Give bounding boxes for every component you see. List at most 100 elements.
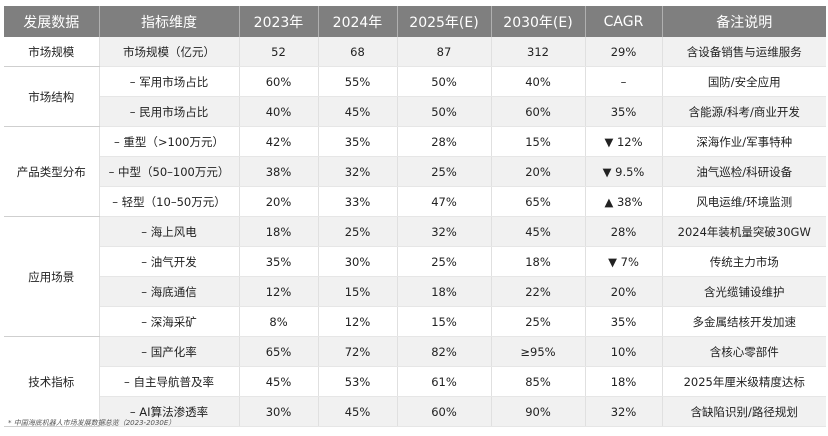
- value-2030e-cell: 60%: [491, 96, 586, 127]
- value-2025e-cell: 61%: [397, 366, 492, 397]
- value-2025e-cell: 82%: [397, 336, 492, 367]
- value-2025e-cell: 25%: [397, 156, 492, 187]
- value-2023-cell: 40%: [239, 96, 319, 127]
- value-2023-cell: 12%: [239, 276, 319, 307]
- metric-cell: – AI算法渗透率: [99, 396, 240, 427]
- value-2025e-cell: 50%: [397, 96, 492, 127]
- table-row: 产品类型分布 – 重型（>100万元） 42% 35% 28% 15% ▼ 12% 深海作业/…: [4, 126, 826, 217]
- value-2023-cell: 52: [239, 37, 319, 67]
- table-row: – 民用市场占比 40% 45% 50% 60% 35% 含能源/科考/商业开发: [4, 96, 826, 127]
- note-cell: 深海作业/军事特种: [662, 126, 826, 157]
- value-2024-cell: 30%: [318, 246, 398, 277]
- header-note: 备注说明: [662, 6, 826, 37]
- cagr-cell: 32%: [585, 396, 663, 427]
- table-row: 技术指标 – 国产化率 65% 72% 82% ≥95% 10% 含核心零部件: [4, 336, 826, 427]
- note-cell: 多金属结核开发加速: [662, 306, 826, 337]
- value-2024-cell: 45%: [318, 96, 398, 127]
- metric-cell: – 海上风电: [99, 216, 240, 247]
- header-2025e: 2025年(E): [397, 6, 492, 37]
- table-row: – 中型（50–100万元） 38% 32% 25% 20% ▼ 9.5% 油气巡检/科研设…: [4, 156, 826, 187]
- cagr-cell: ▼ 12%: [585, 126, 663, 157]
- metric-cell: – 海底通信: [99, 276, 240, 307]
- table-row: 应用场景 – 海上风电 18% 25% 32% 45% 28% 2024年装机量突破30GW: [4, 216, 826, 337]
- group-label: 市场结构: [4, 66, 100, 127]
- cagr-cell: ▼ 7%: [585, 246, 663, 277]
- note-cell: 风电运维/环境监测: [662, 186, 826, 217]
- cagr-cell: ▲ 38%: [585, 186, 663, 217]
- metric-cell: – 重型（>100万元）: [99, 126, 240, 157]
- metric-cell: – 民用市场占比: [99, 96, 240, 127]
- header-cagr: CAGR: [585, 6, 663, 37]
- value-2024-cell: 32%: [318, 156, 398, 187]
- metric-cell: – 自主导航普及率: [99, 366, 240, 397]
- note-cell: 油气巡检/科研设备: [662, 156, 826, 187]
- value-2025e-cell: 15%: [397, 306, 492, 337]
- value-2030e-cell: 85%: [491, 366, 586, 397]
- value-2023-cell: 42%: [239, 126, 319, 157]
- table-row: – 自主导航普及率 45% 53% 61% 85% 18% 2025年厘米级精度达标: [4, 366, 826, 397]
- table-row: – 轻型（10–50万元） 20% 33% 47% 65% ▲ 38% 风电运维/环境监测: [4, 186, 826, 217]
- value-2025e-cell: 87: [397, 37, 492, 67]
- header-row: 发展数据 指标维度 2023年 2024年 2025年(E) 2030年(E) …: [4, 6, 826, 37]
- value-2030e-cell: 45%: [491, 216, 586, 247]
- value-2023-cell: 65%: [239, 336, 319, 367]
- value-2023-cell: 8%: [239, 306, 319, 337]
- cagr-cell: 35%: [585, 96, 663, 127]
- metric-cell: – 国产化率: [99, 336, 240, 367]
- metric-cell: – 轻型（10–50万元）: [99, 186, 240, 217]
- value-2025e-cell: 25%: [397, 246, 492, 277]
- value-2023-cell: 45%: [239, 366, 319, 397]
- metric-cell: – 深海采矿: [99, 306, 240, 337]
- value-2024-cell: 15%: [318, 276, 398, 307]
- value-2024-cell: 33%: [318, 186, 398, 217]
- table-body: 市场规模 市场规模（亿元） 52 68 87 312 29% 含设备销售与运维服务 市场结构 – …: [4, 37, 826, 427]
- metric-cell: – 油气开发: [99, 246, 240, 277]
- value-2023-cell: 18%: [239, 216, 319, 247]
- group-label: 产品类型分布: [4, 126, 100, 217]
- note-cell: 含能源/科考/商业开发: [662, 96, 826, 127]
- value-2025e-cell: 47%: [397, 186, 492, 217]
- header-metric: 指标维度: [99, 6, 240, 37]
- value-2023-cell: 35%: [239, 246, 319, 277]
- note-cell: 含光缆铺设维护: [662, 276, 826, 307]
- value-2025e-cell: 50%: [397, 66, 492, 97]
- value-2030e-cell: ≥95%: [491, 336, 586, 367]
- value-2030e-cell: 312: [491, 37, 586, 67]
- value-2030e-cell: 22%: [491, 276, 586, 307]
- group-label: 市场规模: [4, 37, 100, 67]
- note-cell: 含核心零部件: [662, 336, 826, 367]
- value-2023-cell: 30%: [239, 396, 319, 427]
- value-2030e-cell: 90%: [491, 396, 586, 427]
- header-2024: 2024年: [318, 6, 398, 37]
- note-cell: 国防/安全应用: [662, 66, 826, 97]
- value-2023-cell: 38%: [239, 156, 319, 187]
- market-data-table: 发展数据 指标维度 2023年 2024年 2025年(E) 2030年(E) …: [4, 6, 826, 427]
- value-2024-cell: 53%: [318, 366, 398, 397]
- metric-cell: 市场规模（亿元）: [99, 37, 240, 67]
- metric-cell: – 中型（50–100万元）: [99, 156, 240, 187]
- note-cell: 2024年装机量突破30GW: [662, 216, 826, 247]
- table-row: – AI算法渗透率 30% 45% 60% 90% 32% 含缺陷识别/路径规划: [4, 396, 826, 427]
- note-cell: 含设备销售与运维服务: [662, 37, 826, 67]
- table-row: 市场规模 市场规模（亿元） 52 68 87 312 29% 含设备销售与运维服务: [4, 37, 826, 67]
- value-2025e-cell: 28%: [397, 126, 492, 157]
- value-2030e-cell: 40%: [491, 66, 586, 97]
- value-2030e-cell: 25%: [491, 306, 586, 337]
- value-2025e-cell: 18%: [397, 276, 492, 307]
- header-2023: 2023年: [239, 6, 319, 37]
- value-2030e-cell: 18%: [491, 246, 586, 277]
- cagr-cell: 18%: [585, 366, 663, 397]
- value-2024-cell: 45%: [318, 396, 398, 427]
- cagr-cell: 29%: [585, 37, 663, 67]
- table-row: 市场结构 – 军用市场占比 60% 55% 50% 40% – 国防/安全应用: [4, 66, 826, 127]
- value-2024-cell: 12%: [318, 306, 398, 337]
- cagr-cell: 10%: [585, 336, 663, 367]
- value-2024-cell: 55%: [318, 66, 398, 97]
- value-2025e-cell: 32%: [397, 216, 492, 247]
- value-2030e-cell: 20%: [491, 156, 586, 187]
- note-cell: 含缺陷识别/路径规划: [662, 396, 826, 427]
- table-row: – 海底通信 12% 15% 18% 22% 20% 含光缆铺设维护: [4, 276, 826, 307]
- note-cell: 传统主力市场: [662, 246, 826, 277]
- cagr-cell: 20%: [585, 276, 663, 307]
